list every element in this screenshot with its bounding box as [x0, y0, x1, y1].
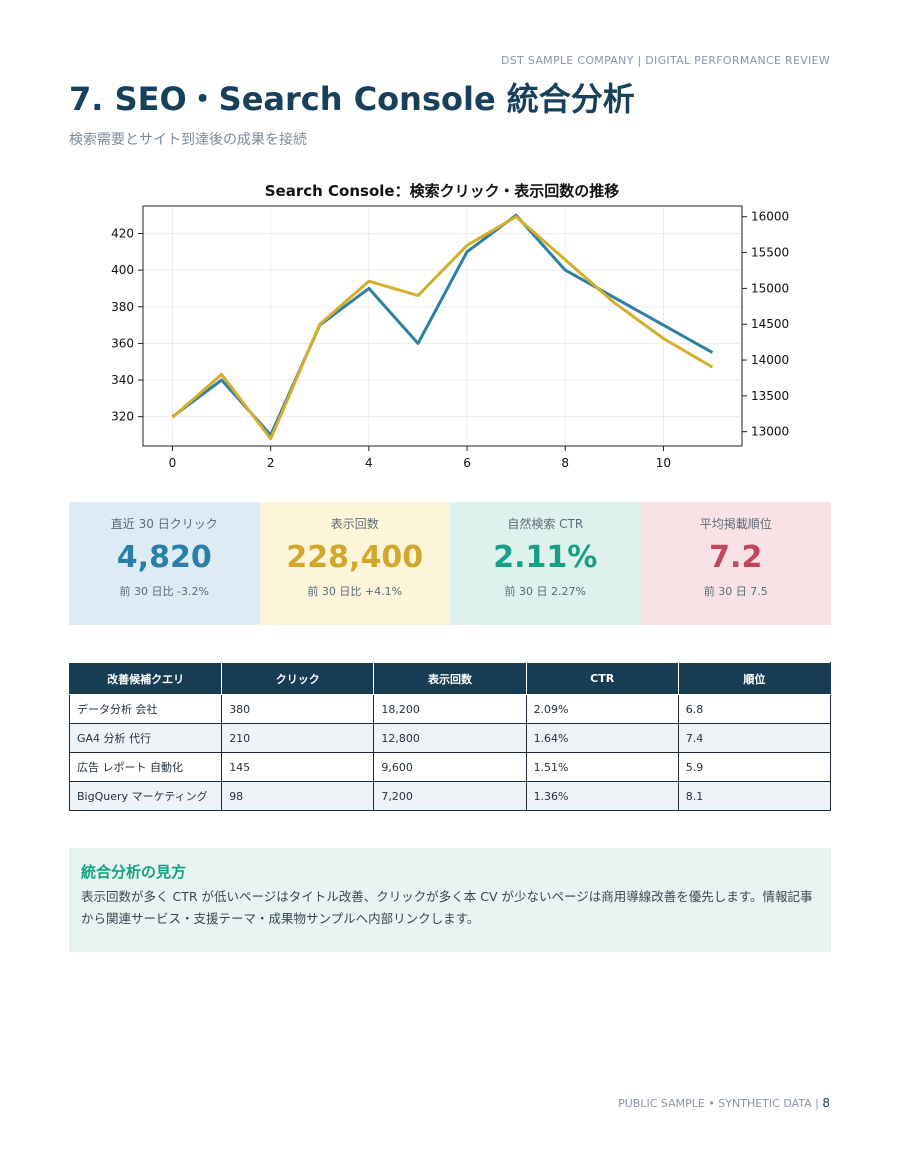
kpi-value: 4,820 — [116, 540, 212, 575]
table-cell: 5.9 — [677, 752, 832, 782]
chart-grid — [143, 206, 742, 446]
table-row: データ分析 会社 380 18,200 2.09% 6.8 — [68, 694, 832, 724]
search-console-chart: Search Console：検索クリック・表示回数の推移 0 2 4 6 8 10 320… — [111, 182, 789, 470]
y-right-tick-label: 14500 — [751, 317, 789, 331]
y-left-tick-label: 340 — [111, 373, 134, 387]
plot-frame — [142, 205, 743, 447]
header-note: DST SAMPLE COMPANY | DIGITAL PERFORMANCE… — [500, 54, 830, 67]
table-cell: 98 — [221, 781, 375, 811]
table-header-clicks: クリック — [221, 662, 375, 695]
table-cell: 広告 レポート 自動化 — [68, 752, 223, 782]
table-cell: 210 — [221, 723, 375, 753]
table-cell: 6.8 — [677, 694, 832, 724]
kpi-card-clicks: 直近 30 日クリック 4,820 前 30 日比 -3.2% — [69, 502, 260, 625]
page-title: 7. SEO・Search Console 統合分析 — [69, 80, 635, 118]
y-right-tick-label: 16000 — [751, 210, 789, 224]
table-header-ctr: CTR — [525, 662, 679, 695]
table-cell: BigQuery マーケティング — [68, 781, 223, 811]
x-tick-label: 4 — [365, 456, 373, 470]
y-left-tick-label: 380 — [111, 300, 134, 314]
table-cell: 1.51% — [525, 752, 679, 782]
x-tick-label: 10 — [656, 456, 671, 470]
table-cell: 8.1 — [677, 781, 832, 811]
kpi-sub: 前 30 日比 +4.1% — [307, 585, 403, 598]
x-tick-label: 6 — [463, 456, 471, 470]
y-right-tick-label: 15500 — [751, 246, 789, 260]
x-tick-label: 0 — [169, 456, 177, 470]
x-tick-label: 2 — [267, 456, 275, 470]
chart-axes: 0 2 4 6 8 10 320 340 360 380 400 420 13000 13500 14000… — [111, 210, 789, 470]
table-cell: 7,200 — [373, 781, 527, 811]
series-line-clicks — [171, 213, 714, 437]
chart-title: Search Console：検索クリック・表示回数の推移 — [265, 182, 620, 200]
kpi-card-ctr: 自然検索 CTR 2.11% 前 30 日 2.27% — [450, 502, 641, 625]
note-title: 統合分析の見方 — [81, 863, 187, 881]
kpi-value: 7.2 — [709, 540, 763, 575]
kpi-card-impressions: 表示回数 228,400 前 30 日比 +4.1% — [259, 502, 450, 625]
kpi-label: 自然検索 CTR — [507, 517, 584, 531]
footer-text: PUBLIC SAMPLE • SYNTHETIC DATA | — [618, 1097, 823, 1110]
kpi-cards: 直近 30 日クリック 4,820 前 30 日比 -3.2% 表示回数 228… — [69, 502, 831, 625]
table-header-position: 順位 — [677, 662, 832, 695]
table-header-impressions: 表示回数 — [373, 662, 527, 695]
y-right-tick-label: 15000 — [751, 281, 789, 295]
kpi-label: 直近 30 日クリック — [110, 517, 218, 531]
series-line-impressions — [171, 215, 714, 441]
table-cell: 1.36% — [525, 781, 679, 811]
table-cell: 7.4 — [677, 723, 832, 753]
y-right-tick-label: 13500 — [751, 389, 789, 403]
y-right-tick-label: 14000 — [751, 353, 789, 367]
y-left-tick-label: 420 — [111, 226, 134, 240]
kpi-label: 表示回数 — [330, 517, 379, 531]
kpi-sub: 前 30 日 2.27% — [504, 585, 586, 598]
y-left-tick-label: 360 — [111, 336, 134, 350]
page-subtitle: 検索需要とサイト到達後の成果を接続 — [69, 132, 307, 148]
table-cell: 1.64% — [525, 723, 679, 753]
table-cell: 18,200 — [373, 694, 527, 724]
y-right-tick-label: 13000 — [751, 425, 789, 439]
kpi-sub: 前 30 日 7.5 — [703, 585, 768, 598]
table-cell: GA4 分析 代行 — [68, 723, 223, 753]
table-cell: 145 — [221, 752, 375, 782]
x-tick-label: 8 — [561, 456, 569, 470]
table-cell: 12,800 — [373, 723, 527, 753]
table-header-query: 改善候補クエリ — [68, 662, 223, 695]
table-row: BigQuery マーケティング 98 7,200 1.36% 8.1 — [68, 781, 832, 811]
note-body: 表示回数が多く CTR が低いページはタイトル改善、クリックが多く本 CV が少… — [81, 889, 813, 926]
analysis-note: 統合分析の見方 表示回数が多く CTR が低いページはタイトル改善、クリックが多… — [69, 848, 831, 952]
kpi-label: 平均掲載順位 — [699, 517, 772, 531]
table-header-row: 改善候補クエリ クリック 表示回数 CTR 順位 — [68, 662, 832, 695]
y-left-tick-label: 400 — [111, 263, 134, 277]
page-number: 8 — [822, 1096, 830, 1110]
table-row: 広告 レポート 自動化 145 9,600 1.51% 5.9 — [68, 752, 832, 782]
table-cell: 2.09% — [525, 694, 679, 724]
table-cell: データ分析 会社 — [68, 694, 223, 724]
table-row: GA4 分析 代行 210 12,800 1.64% 7.4 — [68, 723, 832, 753]
kpi-sub: 前 30 日比 -3.2% — [119, 585, 209, 598]
table-cell: 380 — [221, 694, 375, 724]
chart-series — [171, 213, 714, 441]
kpi-value: 228,400 — [286, 540, 424, 575]
footer: PUBLIC SAMPLE • SYNTHETIC DATA | 8 — [618, 1096, 830, 1110]
table-cell: 9,600 — [373, 752, 527, 782]
kpi-card-position: 平均掲載順位 7.2 前 30 日 7.5 — [640, 502, 831, 625]
y-left-tick-label: 320 — [111, 410, 134, 424]
query-table: 改善候補クエリ クリック 表示回数 CTR 順位 データ分析 会社 380 18… — [68, 662, 832, 811]
kpi-value: 2.11% — [493, 540, 598, 575]
